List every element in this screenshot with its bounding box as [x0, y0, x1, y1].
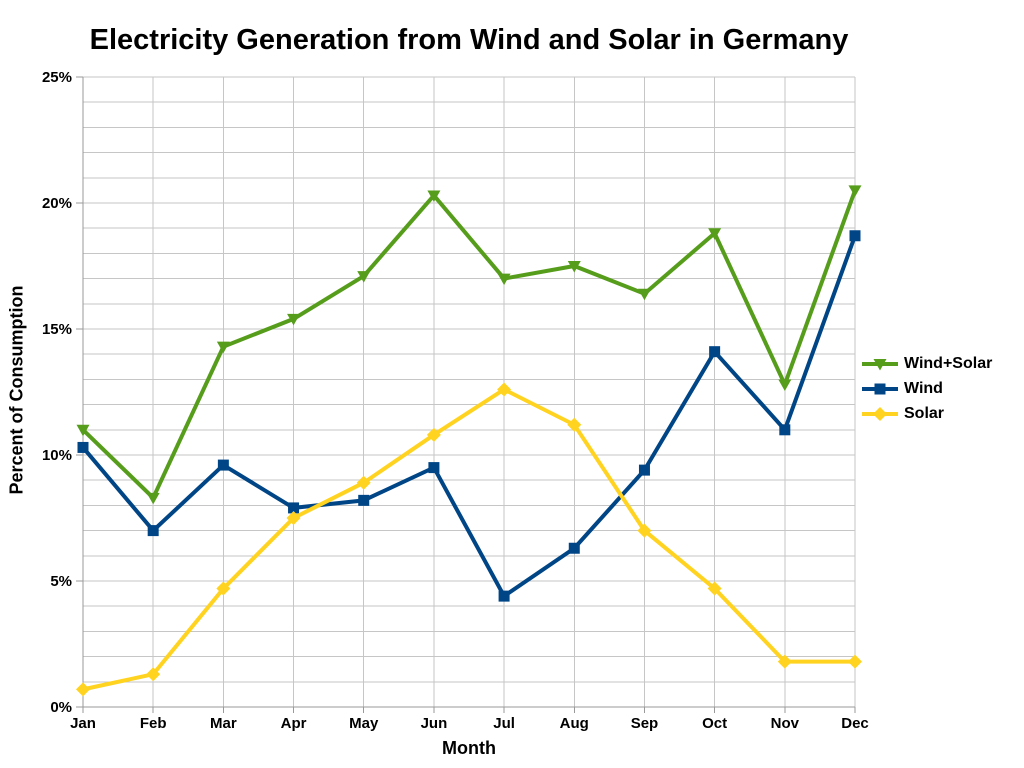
x-axis-title: Month	[442, 738, 496, 758]
data-point-marker	[873, 406, 887, 421]
x-tick-label: Oct	[702, 715, 727, 732]
y-tick-label: 5%	[50, 573, 72, 590]
data-point-marker	[567, 417, 582, 432]
wind-solar-legend-marker-icon	[862, 358, 898, 370]
data-point-marker	[778, 379, 792, 391]
series-line-wind-solar	[81, 189, 857, 502]
data-point-marker	[637, 288, 651, 301]
x-tick-label: Jul	[493, 715, 515, 732]
axis-tick-labels: 0% 5% 10% 15% 20% 25% Jan Feb Mar Apr May Jun Jul Aug…	[42, 69, 869, 732]
data-point-marker	[146, 667, 161, 682]
solar-legend-marker-icon	[862, 406, 898, 421]
data-point-marker	[497, 382, 512, 397]
chart-title: Electricity Generation from Wind and Sol…	[89, 24, 849, 56]
x-tick-label: Jan	[70, 715, 96, 732]
data-point-marker	[147, 525, 159, 537]
data-point-marker	[567, 261, 581, 273]
legend-label-solar: Solar	[904, 404, 945, 422]
data-point-marker	[779, 424, 791, 436]
data-point-marker	[76, 682, 90, 697]
data-point-marker	[873, 358, 887, 370]
data-point-marker	[848, 185, 862, 197]
x-tick-label: Mar	[210, 715, 237, 732]
data-point-marker	[357, 271, 371, 283]
data-point-marker	[497, 273, 511, 286]
legend-label-wind-solar: Wind+Solar	[904, 354, 993, 372]
series-line-solar	[82, 387, 855, 692]
data-point-marker	[146, 492, 160, 505]
data-point-marker	[708, 228, 722, 240]
data-point-marker	[848, 654, 862, 669]
series-solar	[76, 382, 862, 697]
data-point-marker	[358, 494, 370, 506]
data-point-marker	[426, 427, 441, 442]
y-tick-label: 25%	[42, 69, 72, 86]
legend: Wind+Solar Wind Solar	[861, 351, 992, 426]
data-point-marker	[849, 230, 861, 242]
x-tick-label: Feb	[140, 715, 167, 732]
data-point-marker	[874, 383, 886, 394]
data-point-marker	[356, 475, 371, 490]
wind-legend-marker-icon	[862, 383, 898, 394]
series-wind-solar	[76, 185, 862, 505]
data-point-marker	[427, 190, 441, 202]
data-point-marker	[216, 581, 231, 596]
series-wind	[77, 230, 861, 602]
data-point-marker	[216, 341, 230, 354]
data-point-marker	[287, 313, 301, 326]
x-tick-label: May	[349, 715, 379, 732]
legend-item-wind-solar: Wind+Solar	[861, 351, 992, 376]
data-point-marker	[709, 346, 721, 358]
x-tick-label: Nov	[771, 715, 800, 732]
data-point-marker	[76, 424, 90, 437]
data-point-marker	[638, 464, 650, 476]
x-tick-label: Jun	[421, 715, 448, 732]
y-tick-label: 10%	[42, 447, 72, 464]
data-point-marker	[637, 523, 652, 538]
data-point-marker	[777, 654, 792, 669]
legend-item-solar: Solar	[861, 401, 992, 426]
data-point-marker	[707, 581, 722, 596]
data-point-marker	[217, 459, 229, 471]
y-axis-title: Percent of Consumption	[6, 285, 27, 495]
gridlines	[82, 76, 856, 708]
data-point-marker	[568, 542, 580, 554]
y-tick-label: 0%	[50, 699, 72, 716]
legend-item-wind: Wind	[861, 376, 992, 401]
x-tick-label: Dec	[841, 715, 869, 732]
data-point-marker	[77, 441, 89, 453]
series-line-wind	[81, 235, 857, 600]
x-tick-label: Aug	[560, 715, 589, 732]
y-tick-label: 20%	[42, 195, 72, 212]
y-tick-label: 15%	[42, 321, 72, 338]
x-tick-label: Sep	[631, 715, 659, 732]
data-point-marker	[428, 462, 440, 474]
axes	[76, 76, 856, 713]
data-point-marker	[498, 590, 510, 602]
legend-label-wind: Wind	[904, 379, 943, 397]
data-point-marker	[288, 502, 300, 514]
data-point-marker	[286, 511, 301, 525]
x-tick-label: Apr	[281, 715, 307, 732]
